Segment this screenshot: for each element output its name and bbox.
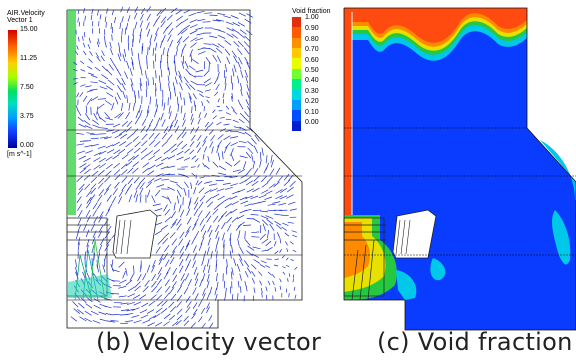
mesh-lines [67,129,302,301]
velocity-tick-5: 0.00 [20,142,34,149]
velocity-tick-4: 3.75 [20,113,34,120]
void-tick-6: 0.50 [305,67,319,74]
velocity-vectors [70,6,298,329]
void-tick-8: 0.30 [305,88,319,95]
void-tick-7: 0.40 [305,77,319,84]
velocity-legend-subtitle: Vector 1 [7,17,33,24]
void-mesh-lines [344,127,576,256]
velocity-tick-3: 7.50 [20,84,34,91]
velocity-colorbar [8,30,17,148]
void-tick-3: 0.80 [305,36,319,43]
velocity-tick-1: 15.00 [20,26,38,33]
void-tick-4: 0.70 [305,46,319,53]
left-wall-red [344,8,352,218]
vector-domain-outline [66,9,303,329]
void-nozzle-structure [343,217,386,301]
void-injector-block [392,209,437,259]
wall-green-strip [67,10,76,215]
void-tick-5: 0.60 [305,57,319,64]
velocity-tick-2: 11.25 [20,55,37,62]
void-colorbar [292,17,301,131]
void-tick-10: 0.10 [305,109,319,116]
caption-void: (c) Void fraction [377,328,573,356]
nozzle-structure [66,217,112,301]
velocity-legend-unit: [m s^-1] [7,151,32,158]
velocity-legend-title: AIR.Velocity [7,10,45,17]
void-legend-title: Void fraction [292,8,331,15]
void-tick-11: 0.00 [305,119,319,126]
injector-block [112,209,158,259]
caption-velocity: (b) Velocity vector [96,328,322,356]
void-tick-2: 0.90 [305,25,319,32]
void-tick-9: 0.20 [305,98,319,105]
void-tick-1: 1.00 [305,14,319,21]
